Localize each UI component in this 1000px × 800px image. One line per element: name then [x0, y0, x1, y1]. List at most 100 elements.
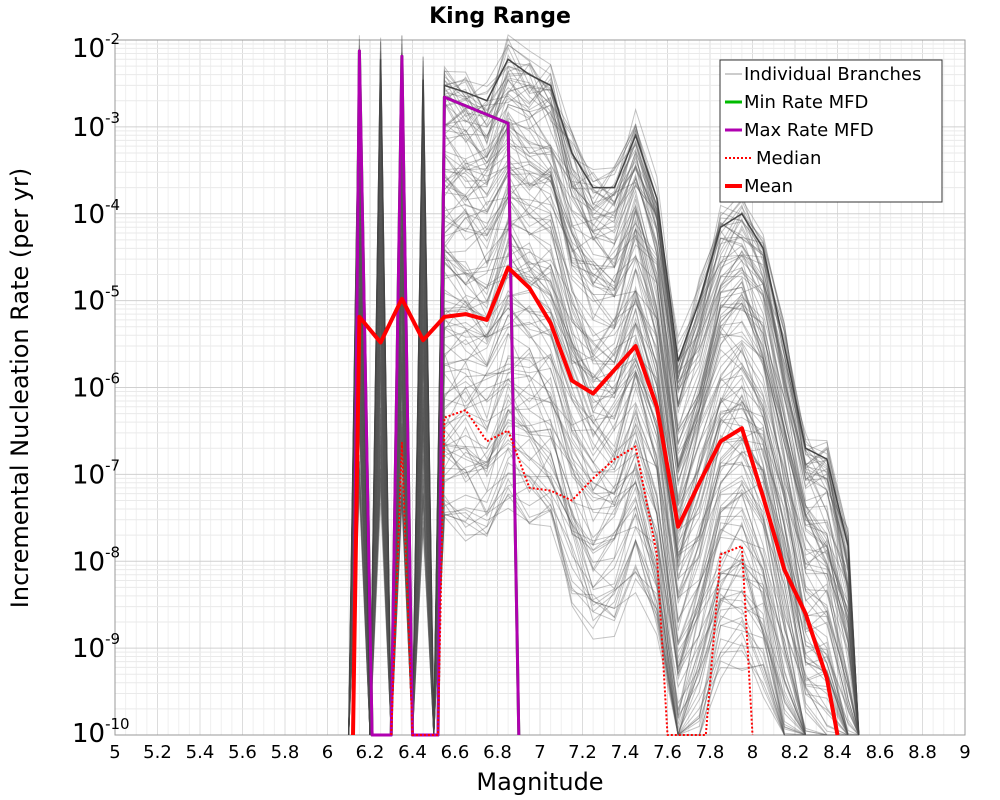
plot-frame — [114, 39, 966, 736]
branch-line — [348, 300, 859, 736]
branch-line — [348, 193, 860, 736]
branch-line — [348, 300, 859, 736]
branch-line — [348, 392, 859, 736]
branch-line — [348, 170, 860, 736]
branch-line — [348, 196, 860, 736]
branch-line — [348, 238, 860, 736]
x-tick-label: 8.4 — [823, 742, 852, 763]
branch-line — [348, 399, 859, 736]
x-tick-label: 7 — [534, 742, 545, 763]
branch-line — [348, 469, 859, 737]
y-tick-label: 10-2 — [72, 30, 120, 64]
branch-line — [348, 419, 859, 736]
branch-line — [348, 349, 859, 736]
series-line-mean — [351, 265, 840, 736]
branch-line — [348, 281, 859, 736]
x-tick-label: 5.6 — [228, 742, 257, 763]
x-axis-ticks: 5 5.2 5.4 5.6 5.8 6 6.2 6.4 6.6 6.8 7 7.2 7.4 7.6 7.8 8… — [109, 742, 970, 763]
x-tick-label: 7.4 — [611, 742, 640, 763]
branch-line — [348, 350, 859, 736]
branch-line — [348, 403, 859, 736]
branch-line — [348, 219, 859, 736]
x-tick-label: 5.4 — [186, 742, 215, 763]
branch-line — [348, 195, 860, 736]
series-line-median — [390, 409, 754, 736]
branch-line — [348, 227, 859, 736]
branch-line — [348, 446, 859, 736]
legend-label-median: Median — [756, 148, 821, 169]
legend-label-branches: Individual Branches — [744, 64, 921, 85]
branch-line — [348, 260, 859, 736]
x-tick-label: 7.6 — [653, 742, 682, 763]
legend-box — [719, 59, 943, 203]
branch-line — [348, 380, 859, 736]
legend-label-max-rate: Max Rate MFD — [744, 120, 874, 141]
x-tick-label: 6.2 — [356, 742, 385, 763]
y-tick-label: 10-8 — [72, 543, 120, 577]
branch-line — [348, 215, 860, 736]
series-lines — [351, 49, 840, 737]
branch-line — [348, 417, 859, 736]
series-line-max-rate-mfd — [351, 49, 521, 737]
branch-line — [348, 227, 860, 736]
branch-line — [348, 344, 859, 736]
branch-line — [348, 392, 859, 736]
branch-line — [348, 188, 860, 736]
branch-line — [348, 256, 859, 736]
branch-line — [348, 410, 859, 736]
x-tick-label: 8.2 — [781, 742, 810, 763]
branch-line — [348, 473, 859, 736]
legend-label-mean: Mean — [744, 176, 793, 197]
legend: Individual Branches Min Rate MFD Max Rat… — [719, 59, 943, 203]
branch-line — [348, 343, 859, 736]
x-tick-label: 8.8 — [908, 742, 937, 763]
legend-label-min-rate: Min Rate MFD — [744, 92, 868, 113]
branch-line — [348, 169, 860, 736]
branch-line — [348, 485, 859, 736]
branch-line — [348, 248, 859, 736]
branch-line — [348, 384, 859, 736]
branch-line — [348, 219, 859, 736]
branch-line — [348, 207, 860, 736]
x-tick-label: 9 — [959, 742, 970, 763]
branch-line — [348, 249, 860, 736]
x-tick-label: 8 — [747, 742, 758, 763]
y-axis-label: Incremental Nucleation Rate (per yr) — [6, 168, 34, 608]
branch-line — [348, 264, 859, 736]
branch-line — [348, 477, 859, 736]
chart-title: King Range — [429, 4, 571, 29]
branch-line — [348, 240, 860, 736]
branch-line — [348, 482, 859, 737]
branch-line — [348, 345, 859, 736]
branch-line — [348, 175, 860, 736]
branch-line — [348, 364, 859, 736]
branch-line — [348, 380, 859, 736]
branch-line — [348, 468, 859, 736]
branch-line — [348, 290, 859, 736]
branch-line — [348, 173, 860, 736]
branch-line — [348, 410, 859, 736]
branch-line — [348, 283, 859, 736]
x-tick-label: 5.8 — [271, 742, 300, 763]
branch-line — [348, 127, 860, 736]
branch-line — [348, 469, 859, 736]
x-tick-label: 6.6 — [441, 742, 470, 763]
x-tick-label: 8.6 — [866, 742, 895, 763]
x-tick-label: 5 — [109, 742, 120, 763]
x-tick-label: 6 — [322, 742, 333, 763]
branch-line — [348, 187, 860, 736]
x-axis-label: Magnitude — [476, 768, 603, 796]
branch-line — [348, 153, 860, 736]
branch-line — [348, 221, 860, 736]
branch-line — [348, 225, 859, 736]
x-tick-label: 7.2 — [568, 742, 597, 763]
branch-line — [348, 292, 859, 736]
branch-line — [348, 289, 859, 736]
branch-line — [348, 194, 860, 736]
branch-line — [348, 327, 859, 736]
branch-line — [348, 462, 859, 736]
branch-line — [348, 359, 859, 736]
x-tick-label: 7.8 — [696, 742, 725, 763]
branch-line — [348, 332, 859, 736]
